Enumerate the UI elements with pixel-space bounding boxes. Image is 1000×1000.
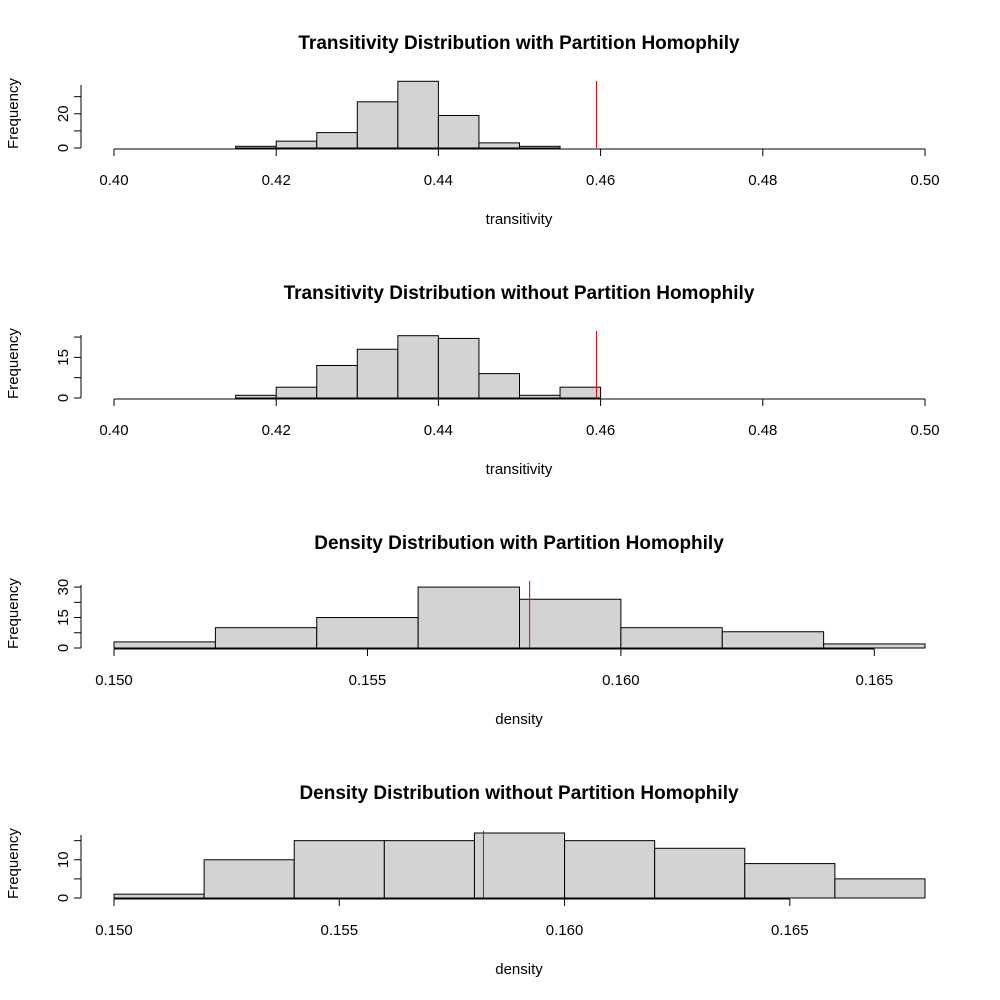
histogram-panel-4: Density Distribution without Partition H… (5, 783, 926, 978)
histogram-bar (275, 140, 318, 149)
histogram-bar (437, 337, 480, 399)
histogram-bar (203, 859, 295, 899)
x-tick-label: 0.40 (99, 172, 128, 189)
chart-title: Density Distribution with Partition Homo… (314, 533, 724, 554)
y-tick-label: 0 (55, 144, 72, 152)
histogram-bar (473, 832, 566, 899)
histogram-bar (397, 335, 439, 399)
x-axis-label: transitivity (486, 461, 553, 478)
y-tick-label: 30 (55, 579, 72, 596)
histogram-bar (235, 394, 277, 399)
y-tick-label: 0 (55, 894, 72, 902)
histogram-bar (834, 878, 926, 899)
chart-title: Transitivity Distribution with Partition… (298, 33, 740, 54)
y-tick-label: 0 (55, 644, 72, 652)
histogram-bar (654, 847, 746, 899)
x-tick-label: 0.165 (771, 922, 809, 939)
x-tick-label: 0.50 (910, 172, 939, 189)
histogram-bar (356, 348, 399, 399)
x-tick-label: 0.50 (910, 422, 939, 439)
y-axis-label: Frequency (5, 578, 22, 649)
histogram-bar (316, 617, 419, 649)
histogram-bar (519, 598, 622, 649)
x-axis-label: density (495, 711, 543, 728)
histogram-bar (235, 145, 277, 149)
histogram-bar (383, 840, 475, 899)
histogram-bar (721, 631, 825, 649)
histogram-bar (417, 586, 520, 649)
x-tick-label: 0.155 (321, 922, 359, 939)
y-axis-label: Frequency (5, 328, 22, 399)
histogram-bar (316, 132, 358, 149)
y-axis-label: Frequency (5, 828, 22, 899)
histogram-bar (437, 115, 480, 149)
histogram-bar (478, 142, 521, 149)
x-tick-label: 0.150 (95, 672, 133, 689)
y-tick-label: 15 (55, 349, 72, 366)
histogram-panel-2: Transitivity Distribution without Partit… (5, 283, 940, 478)
x-tick-label: 0.48 (748, 422, 777, 439)
chart-title: Transitivity Distribution without Partit… (284, 283, 755, 304)
x-tick-label: 0.42 (262, 422, 291, 439)
histogram-bar (519, 394, 561, 399)
y-tick-label: 0 (55, 394, 72, 402)
histogram-bar (356, 101, 399, 149)
y-tick-label: 20 (55, 105, 72, 122)
x-tick-label: 0.160 (546, 922, 584, 939)
histogram-bar (113, 893, 205, 899)
chart-title: Density Distribution without Partition H… (299, 783, 739, 804)
histogram-bar (620, 627, 723, 649)
x-tick-label: 0.44 (424, 172, 453, 189)
x-tick-label: 0.42 (262, 172, 291, 189)
x-tick-label: 0.46 (586, 422, 615, 439)
histogram-bar (823, 643, 926, 649)
histogram-bar (397, 80, 439, 149)
histogram-panel-3: Density Distribution with Partition Homo… (5, 533, 926, 728)
y-tick-label: 15 (55, 609, 72, 626)
x-tick-label: 0.40 (99, 422, 128, 439)
histogram-bar (293, 840, 385, 899)
histogram-bar (559, 386, 602, 399)
x-tick-label: 0.165 (856, 672, 894, 689)
x-axis-label: transitivity (486, 211, 553, 228)
histogram-bar (275, 386, 318, 399)
x-tick-label: 0.155 (349, 672, 387, 689)
x-tick-label: 0.48 (748, 172, 777, 189)
histogram-bar (744, 863, 836, 899)
histogram-bar (564, 840, 656, 899)
histogram-bar (214, 627, 318, 649)
histogram-bar (519, 145, 561, 149)
y-tick-label: 10 (55, 851, 72, 868)
x-tick-label: 0.150 (95, 922, 133, 939)
x-tick-label: 0.44 (424, 422, 453, 439)
histogram-bar (478, 373, 521, 399)
x-tick-label: 0.160 (602, 672, 640, 689)
histogram-panel-1: Transitivity Distribution with Partition… (5, 33, 940, 228)
x-axis-label: density (495, 961, 543, 978)
histogram-bar (113, 641, 216, 649)
x-tick-label: 0.46 (586, 172, 615, 189)
histogram-bar (316, 365, 358, 399)
y-axis-label: Frequency (5, 78, 22, 149)
